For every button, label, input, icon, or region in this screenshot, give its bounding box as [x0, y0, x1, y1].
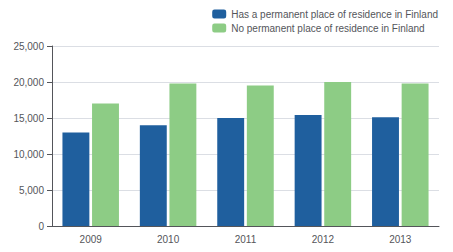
- svg-text:10,000: 10,000: [13, 149, 44, 160]
- svg-text:20,000: 20,000: [13, 77, 44, 88]
- svg-text:5,000: 5,000: [19, 185, 44, 196]
- svg-text:0: 0: [38, 221, 44, 232]
- svg-text:25,000: 25,000: [13, 41, 44, 52]
- svg-text:2013: 2013: [389, 234, 412, 245]
- svg-text:Has a permanent place of resid: Has a permanent place of residence in Fi…: [231, 9, 438, 20]
- svg-text:2009: 2009: [80, 234, 103, 245]
- svg-text:2010: 2010: [157, 234, 180, 245]
- svg-text:No permanent place of residenc: No permanent place of residence in Finla…: [231, 23, 424, 34]
- svg-text:2011: 2011: [235, 234, 257, 245]
- svg-text:2012: 2012: [312, 234, 335, 245]
- svg-text:15,000: 15,000: [13, 113, 44, 124]
